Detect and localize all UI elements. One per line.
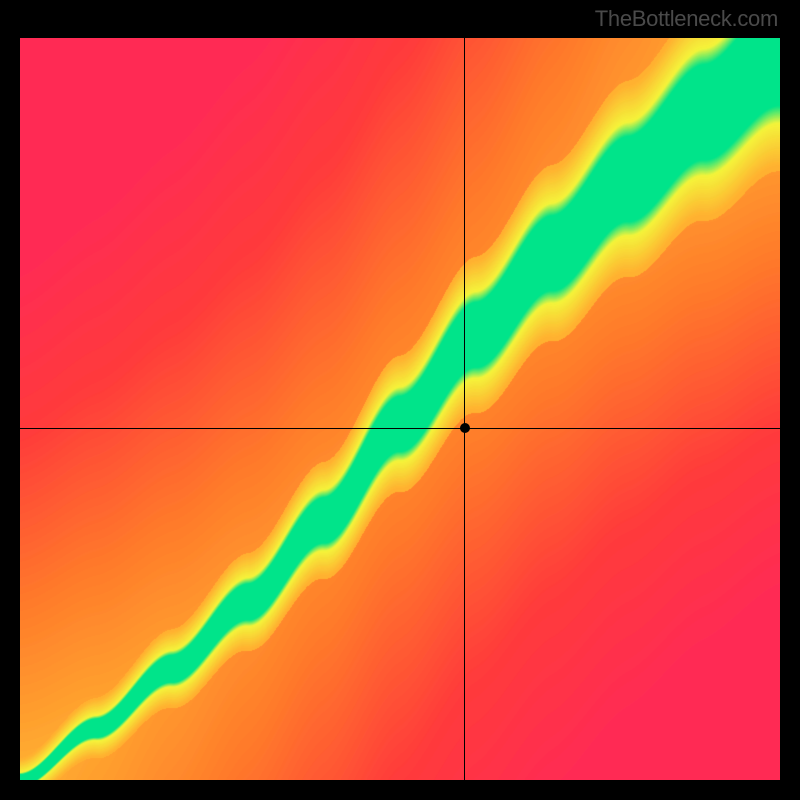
attribution-text: TheBottleneck.com (595, 6, 778, 32)
bottleneck-heatmap (20, 38, 780, 780)
crosshair-horizontal (20, 428, 780, 429)
crosshair-vertical (464, 38, 465, 780)
plot-frame (20, 38, 780, 780)
crosshair-marker (460, 423, 470, 433)
